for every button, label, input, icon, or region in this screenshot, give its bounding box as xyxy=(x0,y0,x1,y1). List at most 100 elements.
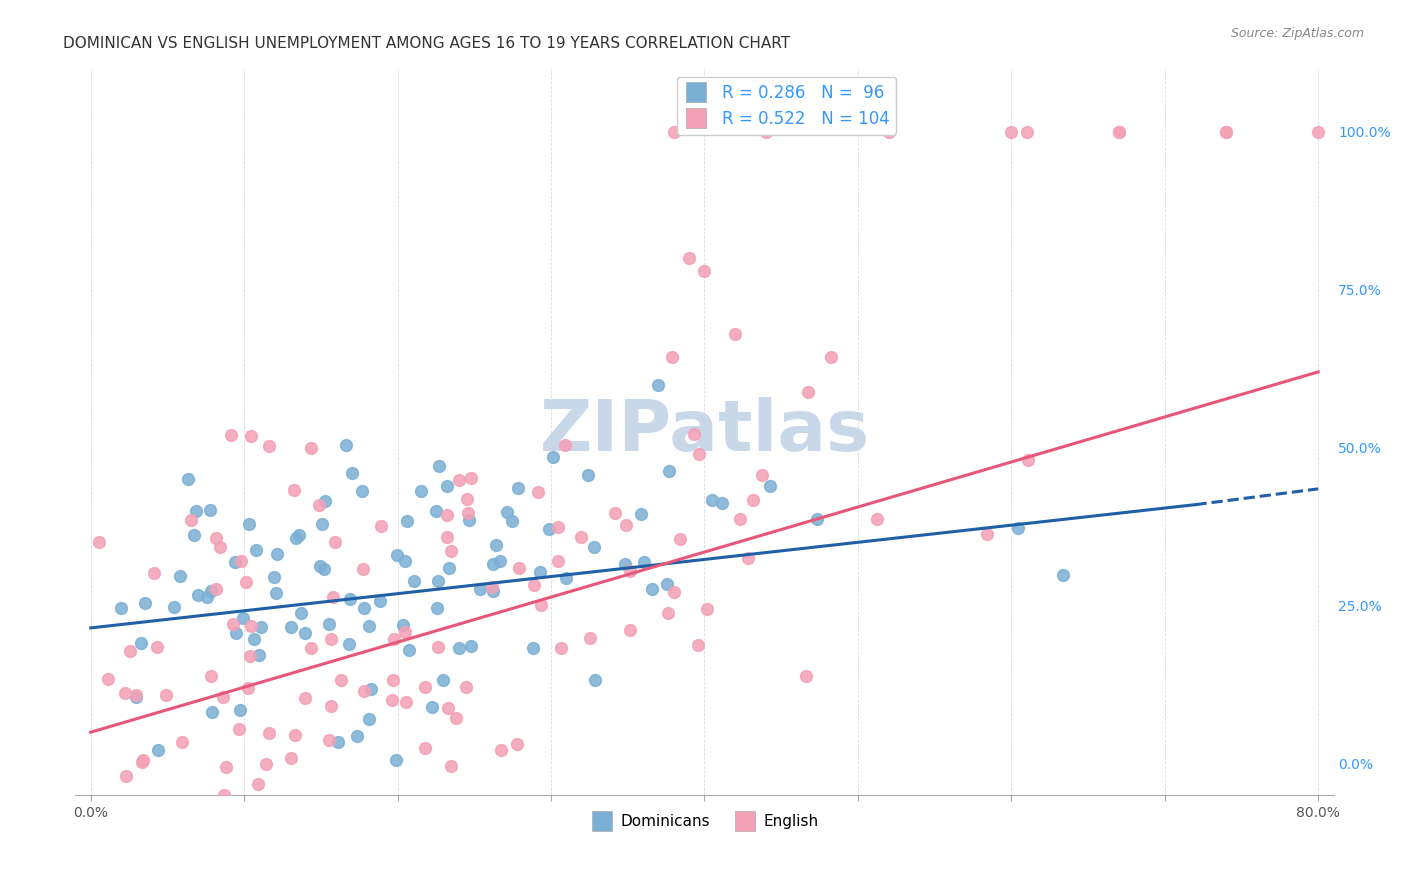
Point xyxy=(541,450,564,464)
Point xyxy=(614,557,637,571)
Point xyxy=(280,751,302,765)
Point xyxy=(359,619,381,633)
Point xyxy=(796,384,818,399)
Point xyxy=(340,466,363,480)
Point xyxy=(225,625,247,640)
Point xyxy=(583,540,606,554)
Point xyxy=(200,584,222,599)
Point xyxy=(228,722,250,736)
Point xyxy=(402,574,425,588)
Point xyxy=(1052,568,1074,582)
Point xyxy=(247,648,270,663)
Point xyxy=(495,505,517,519)
Point xyxy=(741,493,763,508)
Point xyxy=(522,640,544,655)
Point xyxy=(385,753,408,767)
Point xyxy=(554,438,576,452)
Point xyxy=(530,598,553,612)
Point xyxy=(426,574,449,589)
Point xyxy=(555,571,578,585)
Point xyxy=(352,484,374,499)
Point xyxy=(284,728,307,742)
Point xyxy=(325,534,347,549)
Point xyxy=(728,512,751,526)
Point xyxy=(143,566,166,581)
Point xyxy=(440,759,463,773)
Point xyxy=(97,672,120,686)
Point xyxy=(444,711,467,725)
Text: Source: ZipAtlas.com: Source: ZipAtlas.com xyxy=(1230,27,1364,40)
Point xyxy=(482,557,505,571)
Point xyxy=(440,543,463,558)
Point xyxy=(426,601,449,615)
Point xyxy=(87,535,110,549)
Point xyxy=(508,560,530,574)
Point xyxy=(352,562,374,576)
Point xyxy=(172,735,194,749)
Point xyxy=(1108,125,1130,139)
Point xyxy=(187,589,209,603)
Point xyxy=(224,555,246,569)
Point xyxy=(200,503,222,517)
Point xyxy=(794,669,817,683)
Point xyxy=(976,526,998,541)
Point xyxy=(619,564,641,578)
Point xyxy=(201,705,224,719)
Point xyxy=(460,639,482,653)
Point xyxy=(215,760,238,774)
Point xyxy=(337,637,360,651)
Point xyxy=(759,479,782,493)
Point xyxy=(370,519,392,533)
Point xyxy=(195,591,218,605)
Point xyxy=(603,506,626,520)
Point xyxy=(110,601,132,615)
Point xyxy=(134,596,156,610)
Point xyxy=(877,125,900,139)
Point xyxy=(647,377,669,392)
Point xyxy=(318,733,340,747)
Point xyxy=(437,561,460,575)
Point xyxy=(259,439,281,453)
Point xyxy=(219,427,242,442)
Point xyxy=(131,636,153,650)
Point xyxy=(394,624,416,639)
Point xyxy=(395,695,418,709)
Point xyxy=(242,632,264,646)
Point xyxy=(360,682,382,697)
Point xyxy=(266,547,288,561)
Point xyxy=(346,729,368,743)
Point xyxy=(724,326,747,341)
Point xyxy=(118,644,141,658)
Point xyxy=(700,492,723,507)
Point xyxy=(232,611,254,625)
Point xyxy=(299,641,322,656)
Point xyxy=(146,743,169,757)
Point xyxy=(427,459,450,474)
Point xyxy=(394,554,416,568)
Point xyxy=(669,533,692,547)
Point xyxy=(658,465,681,479)
Point xyxy=(396,514,419,528)
Point xyxy=(212,690,235,704)
Point xyxy=(579,631,602,645)
Point xyxy=(619,623,641,637)
Point xyxy=(686,638,709,652)
Point xyxy=(381,693,404,707)
Point xyxy=(131,753,153,767)
Point xyxy=(678,251,700,265)
Point xyxy=(326,735,349,749)
Point xyxy=(538,522,561,536)
Point xyxy=(200,669,222,683)
Point xyxy=(436,508,458,522)
Point xyxy=(413,680,436,694)
Point xyxy=(335,438,357,452)
Point xyxy=(696,602,718,616)
Text: DOMINICAN VS ENGLISH UNEMPLOYMENT AMONG AGES 16 TO 19 YEARS CORRELATION CHART: DOMINICAN VS ENGLISH UNEMPLOYMENT AMONG … xyxy=(63,36,790,51)
Point xyxy=(353,684,375,698)
Point xyxy=(460,470,482,484)
Point xyxy=(294,690,316,705)
Point xyxy=(294,626,316,640)
Point xyxy=(583,673,606,687)
Text: ZIPatlas: ZIPatlas xyxy=(540,398,869,467)
Point xyxy=(359,712,381,726)
